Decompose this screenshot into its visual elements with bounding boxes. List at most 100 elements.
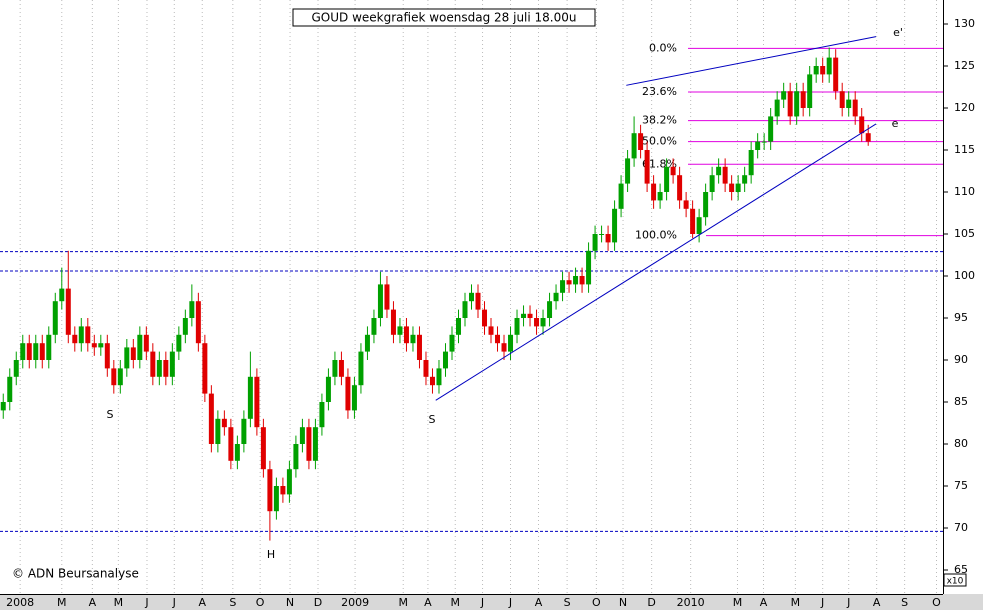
candle-body xyxy=(65,288,71,335)
candle-body xyxy=(462,301,468,318)
candle-body xyxy=(592,234,598,251)
candle-body xyxy=(319,402,325,428)
y-tick-label: 125 xyxy=(954,59,975,72)
title-box xyxy=(292,8,596,27)
candle-body xyxy=(130,347,136,360)
y-tick-label: 110 xyxy=(954,185,975,198)
candle-body xyxy=(527,313,533,318)
candle-body xyxy=(280,486,286,495)
candle-body xyxy=(449,334,455,352)
candle-body xyxy=(690,208,696,234)
candle-body xyxy=(137,334,143,360)
x-tick-label: A xyxy=(424,596,432,609)
candle-body xyxy=(260,427,266,470)
y-tick-label: 115 xyxy=(954,143,975,156)
candle-body xyxy=(111,368,117,386)
candle-body xyxy=(644,150,650,184)
candle-body xyxy=(364,334,370,352)
candle-body xyxy=(228,427,234,461)
x-tick-label: 2010 xyxy=(677,596,705,609)
candle-body xyxy=(390,309,396,335)
candle-body xyxy=(371,318,377,335)
candle-body xyxy=(202,343,208,394)
x-tick-label: M xyxy=(57,596,67,609)
candle-body xyxy=(104,343,110,369)
x-tick-label: M xyxy=(114,596,124,609)
candle-body xyxy=(852,99,858,117)
multiplier-box xyxy=(943,573,967,587)
x-tick-label: A xyxy=(89,596,97,609)
multiplier: x10 xyxy=(947,577,964,587)
candle-body xyxy=(143,334,149,352)
candle-body xyxy=(664,166,670,192)
candle-body xyxy=(124,347,130,369)
candle-body xyxy=(683,200,689,209)
candle-body xyxy=(475,292,481,310)
candle-body xyxy=(189,301,195,318)
candle-body xyxy=(234,444,240,461)
grid: 65 70 75 80 85 90 95 100 105 110 115 120 125 130 2008 M… xyxy=(6,0,975,609)
candle-body xyxy=(312,427,318,461)
fib-label: 100.0% xyxy=(635,229,677,242)
candle-body xyxy=(0,402,6,411)
candle-body xyxy=(98,343,104,348)
trendline xyxy=(626,36,877,86)
candle-body xyxy=(377,284,383,318)
candle-body xyxy=(351,385,357,411)
candle-body xyxy=(469,292,474,302)
candle-body xyxy=(273,486,279,512)
fib-label: 38.2% xyxy=(642,114,677,127)
candle-body xyxy=(358,351,364,386)
annotation: e' xyxy=(893,26,903,39)
candle-body xyxy=(488,326,494,335)
candle-body xyxy=(638,133,644,150)
x-tick-label: O xyxy=(932,596,941,609)
x-tick-label: J xyxy=(144,596,148,609)
y-tick-label: 80 xyxy=(954,437,968,450)
x-tick-label: D xyxy=(314,596,322,609)
x-tick-label: 2008 xyxy=(6,596,34,609)
candle-body xyxy=(547,301,553,318)
annotation: H xyxy=(267,548,275,561)
candle-body xyxy=(52,301,58,335)
y-tick-label: 120 xyxy=(954,101,975,114)
candle-body xyxy=(208,393,214,444)
copyright: © ADN Beursanalyse xyxy=(12,567,139,581)
candle-body xyxy=(254,376,260,428)
x-tick-label: J xyxy=(846,596,850,609)
candle-body xyxy=(267,469,273,512)
fib-label: 23.6% xyxy=(642,85,677,98)
candle-body xyxy=(865,133,871,142)
x-tick-label: J xyxy=(820,596,824,609)
candle-body xyxy=(618,183,624,209)
candle-body xyxy=(508,334,514,352)
annotation: S xyxy=(107,408,114,421)
candle-body xyxy=(26,343,32,360)
y-tick-label: 75 xyxy=(954,479,968,492)
candle-body xyxy=(46,334,52,360)
candle-body xyxy=(859,116,865,134)
candle-body xyxy=(781,91,787,100)
candle-body xyxy=(7,376,13,402)
candle-body xyxy=(182,318,188,335)
x-tick-label: S xyxy=(229,596,236,609)
candle-body xyxy=(657,192,663,201)
y-tick-label: 105 xyxy=(954,227,975,240)
x-tick-label: 2009 xyxy=(341,596,369,609)
x-tick-label: N xyxy=(286,596,294,609)
y-tick-label: 90 xyxy=(954,353,968,366)
candle-body xyxy=(85,326,91,344)
candle-body xyxy=(560,280,566,293)
x-tick-label: A xyxy=(535,596,543,609)
candle-body xyxy=(33,343,39,360)
candle-body xyxy=(423,360,429,377)
candle-body xyxy=(573,276,579,285)
x-tick-label: D xyxy=(647,596,655,609)
candle-body xyxy=(599,234,605,235)
candle-body xyxy=(13,360,19,377)
candle-body xyxy=(703,192,709,218)
candle-body xyxy=(625,158,631,184)
candle-body xyxy=(442,351,448,369)
